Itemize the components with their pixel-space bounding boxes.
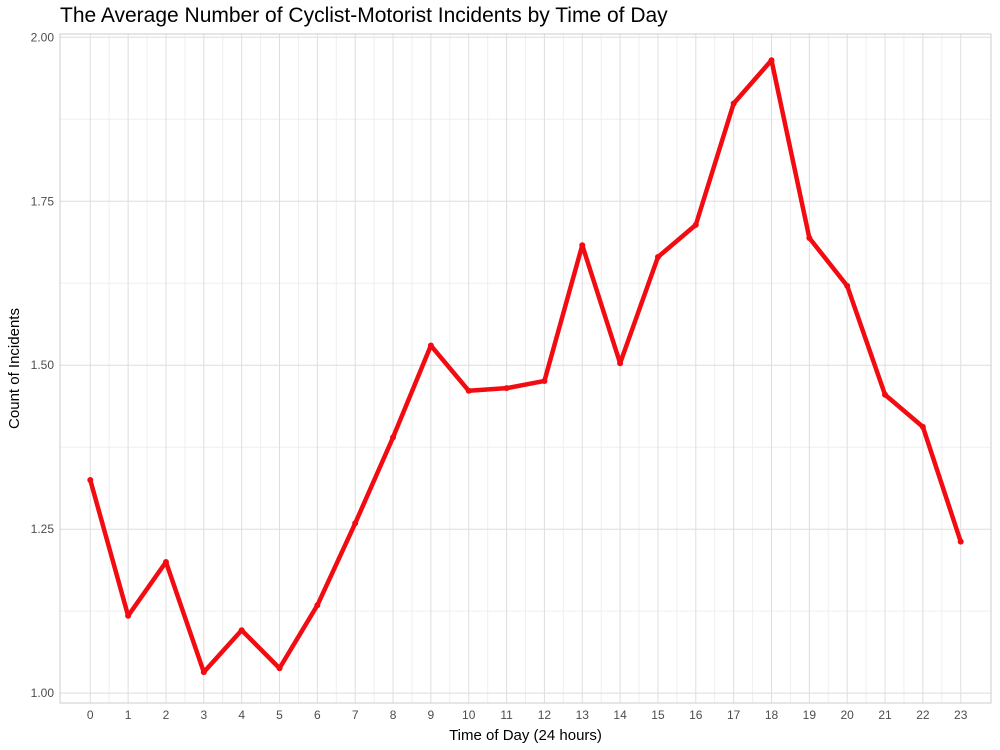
data-point: [276, 665, 283, 672]
data-point: [87, 477, 94, 483]
chart-title: The Average Number of Cyclist-Motorist I…: [60, 4, 668, 27]
series-points: [87, 57, 964, 676]
data-point: [238, 627, 245, 634]
data-point: [465, 387, 472, 394]
y-axis-title: Count of Incidents: [6, 308, 23, 429]
x-tick-label: 20: [841, 708, 855, 722]
data-point: [503, 385, 510, 392]
y-tick-label: 1.00: [31, 686, 55, 700]
data-point: [352, 520, 359, 527]
x-tick-label: 2: [163, 708, 170, 722]
x-tick-label: 12: [538, 708, 552, 722]
data-point: [427, 342, 434, 349]
x-tick-label: 9: [428, 708, 435, 722]
x-tick-labels: 0 1 2 3 4 5 6 7 8 9 10 11 12 13 14 15 16 17 18 19 20 21 22 23: [87, 708, 968, 722]
x-tick-label: 3: [200, 708, 207, 722]
y-tick-label: 1.25: [31, 522, 55, 536]
data-point: [730, 100, 737, 107]
x-tick-label: 5: [276, 708, 283, 722]
data-point: [919, 423, 926, 430]
data-point: [314, 602, 321, 609]
x-axis-title: Time of Day (24 hours): [449, 727, 602, 744]
x-tick-label: 0: [87, 708, 94, 722]
data-point: [579, 242, 586, 249]
y-tick-labels: 1.00 1.25 1.50 1.75 2.00: [31, 30, 55, 700]
data-point: [844, 282, 851, 289]
data-point: [692, 221, 699, 228]
y-tick-label: 1.75: [31, 194, 55, 208]
y-tick-label: 1.50: [31, 358, 55, 372]
x-tick-label: 4: [238, 708, 245, 722]
series-lines: [88, 57, 963, 675]
data-point: [617, 360, 624, 367]
data-point: [125, 612, 132, 619]
panel-border: [59, 33, 992, 704]
x-tick-label: 11: [500, 708, 513, 722]
x-tick-label: 15: [651, 708, 665, 722]
data-point: [957, 538, 964, 545]
series-line: [88, 57, 963, 675]
x-tick-label: 18: [765, 708, 779, 722]
x-tick-label: 13: [576, 708, 590, 722]
minor-gridlines: [60, 34, 991, 703]
x-tick-label: 22: [916, 708, 930, 722]
x-tick-label: 10: [462, 708, 476, 722]
x-tick-label: 23: [954, 708, 968, 722]
x-tick-label: 19: [803, 708, 817, 722]
major-gridlines: [60, 34, 991, 703]
x-tick-label: 7: [352, 708, 359, 722]
x-tick-label: 21: [878, 708, 892, 722]
x-tick-label: 14: [613, 708, 627, 722]
data-point: [654, 254, 661, 260]
x-tick-label: 16: [689, 708, 703, 722]
data-point: [541, 377, 548, 384]
data-point: [768, 57, 775, 64]
data-point: [200, 669, 207, 676]
data-point: [882, 391, 889, 398]
x-tick-label: 6: [314, 708, 321, 722]
x-tick-label: 17: [727, 708, 741, 722]
data-point: [162, 558, 169, 565]
data-point: [806, 234, 813, 241]
x-tick-label: 8: [390, 708, 397, 722]
data-point: [390, 434, 397, 441]
x-tick-label: 1: [125, 708, 132, 722]
y-tick-label: 2.00: [31, 30, 55, 44]
